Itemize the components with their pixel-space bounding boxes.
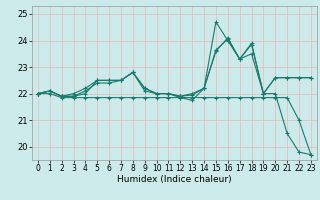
X-axis label: Humidex (Indice chaleur): Humidex (Indice chaleur) [117, 175, 232, 184]
